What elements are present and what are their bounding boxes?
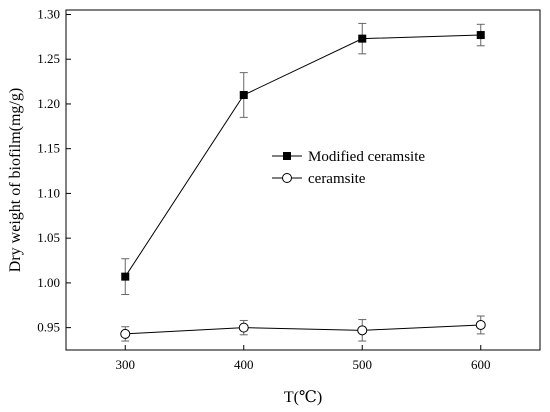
data-point: [476, 31, 485, 40]
y-tick-label: 1.00: [37, 275, 60, 290]
series-line: [125, 324, 481, 335]
legend-marker: [282, 173, 292, 183]
legend-marker: [283, 152, 291, 160]
y-tick-label: 1.25: [37, 51, 60, 66]
series-line: [124, 34, 481, 277]
x-axis-ticks: 300 400 500 600: [116, 345, 491, 372]
legend-label: ceramsite: [308, 171, 366, 187]
x-axis-title: T(℃): [284, 389, 322, 406]
plot-frame: [65, 9, 541, 351]
y-tick-label: 1.05: [37, 230, 60, 245]
legend-item-modified-ceramsite: Modified ceramsite: [272, 149, 425, 165]
y-axis-title: Dry weight of biofilm(mg/g): [7, 88, 24, 272]
y-tick-label: 1.30: [37, 6, 60, 21]
x-tick-label: 600: [471, 357, 491, 372]
y-tick-label: 0.95: [37, 320, 60, 335]
data-point: [121, 272, 130, 281]
data-point: [120, 328, 131, 339]
data-point: [475, 319, 486, 330]
legend: Modified ceramsite ceramsite: [272, 149, 425, 187]
data-point: [238, 322, 249, 333]
x-tick-label: 400: [234, 357, 254, 372]
series-layer: [120, 22, 486, 342]
y-tick-label: 1.20: [37, 96, 60, 111]
x-tick-label: 300: [116, 357, 136, 372]
x-tick-label: 500: [353, 357, 373, 372]
legend-item-ceramsite: ceramsite: [272, 171, 366, 187]
y-tick-label: 1.10: [37, 185, 60, 200]
data-point: [357, 325, 368, 336]
series-ceramsite: [120, 315, 486, 342]
legend-label: Modified ceramsite: [308, 149, 425, 165]
y-axis-ticks: 0.95 1.00 1.05 1.10 1.15 1.20 1.25 1.30: [37, 6, 71, 335]
data-point: [239, 91, 248, 99]
data-point: [358, 34, 367, 43]
series-modified-ceramsite: [121, 22, 485, 296]
y-tick-label: 1.15: [37, 141, 60, 156]
